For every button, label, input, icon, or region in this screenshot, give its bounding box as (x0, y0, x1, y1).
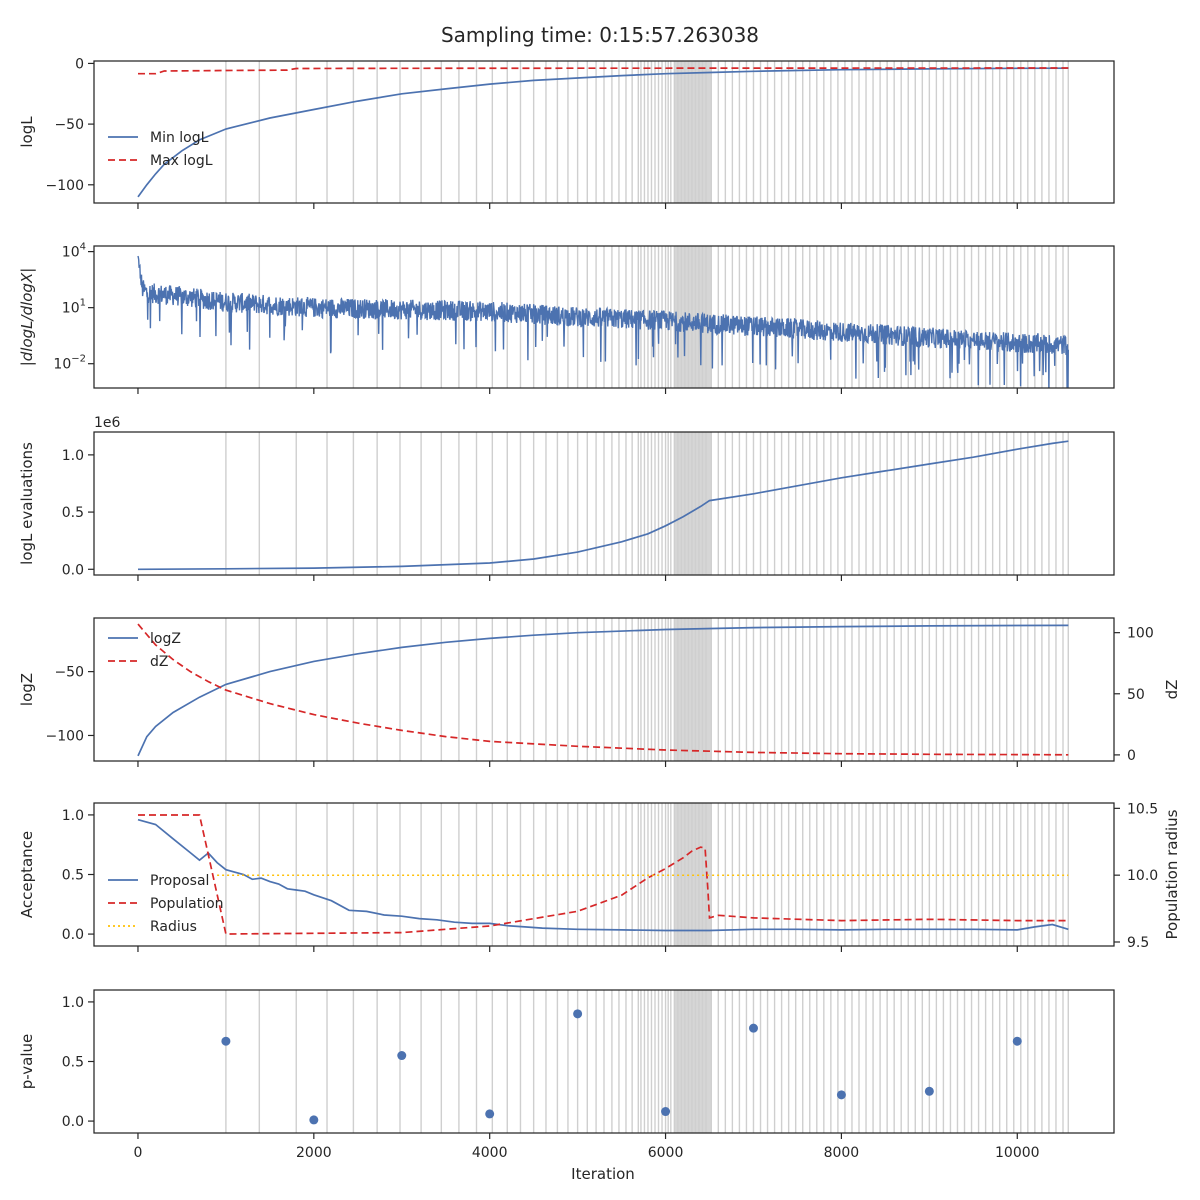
insertion-markers (225, 432, 1069, 575)
x-tick-label: 4000 (472, 1145, 508, 1161)
series-group (137, 814, 1069, 935)
series-group (137, 67, 1069, 198)
x-tick-label: 10000 (995, 1145, 1040, 1161)
insertion-markers (225, 990, 1069, 1133)
series-group (221, 1009, 1022, 1125)
insertion-markers (225, 246, 1069, 388)
series-line-max-logl (138, 67, 1069, 75)
figure-title: Sampling time: 0:15:57.263038 (441, 23, 759, 47)
y-tick-label: 101 (62, 298, 86, 317)
legend-label: Proposal (150, 873, 209, 889)
axes-frame (93, 60, 1115, 204)
y-right-axis-label: Population radius (1163, 809, 1181, 939)
y-right-tick-label: 10.0 (1127, 868, 1158, 884)
series-line-dlogl-dlogx (137, 255, 1070, 388)
y-tick-label: 0.0 (62, 1114, 84, 1130)
axes-frame (93, 617, 1115, 762)
dense-insertion-band (674, 246, 712, 388)
legend-label: Radius (150, 919, 197, 935)
y-right-tick-label: 100 (1127, 626, 1154, 642)
panel-logz: −50 −100 logZ 0 50 100 dZ logZ dZ (18, 617, 1181, 767)
legend-label: logZ (150, 631, 181, 647)
series-line-min-logl (137, 67, 1069, 198)
y-tick-label: 1.0 (62, 995, 84, 1011)
y-tick-label: 0.0 (62, 562, 84, 578)
y-tick-label: 0 (75, 56, 84, 72)
data-point (221, 1036, 231, 1046)
y-tick-label: −50 (54, 665, 84, 681)
y-tick-label: 104 (62, 242, 86, 261)
legend-label: Min logL (150, 130, 209, 146)
x-tick-label: 8000 (824, 1145, 860, 1161)
data-point (748, 1023, 758, 1033)
y-right-axis-label: dZ (1163, 680, 1181, 700)
insertion-markers (225, 618, 1069, 761)
y-tick-label: 0.5 (62, 505, 84, 521)
data-point (573, 1009, 583, 1019)
y-axis-label: logL evaluations (18, 442, 36, 565)
series-line-logz (137, 624, 1069, 757)
y-tick-label: −100 (46, 178, 84, 194)
series-group (137, 255, 1070, 388)
x-axis-label: Iteration (571, 1165, 635, 1183)
y-right-tick-label: 9.5 (1127, 935, 1149, 951)
panel-logl: 0 −50 −100 logL Min logL Max logL (18, 56, 1115, 209)
y-axis-label: p-value (18, 1034, 36, 1090)
series-line-proposal (137, 818, 1069, 932)
series-line-logl-evaluations (137, 440, 1069, 571)
legend-label: Population (150, 896, 224, 912)
dense-insertion-band (674, 618, 712, 761)
data-point (661, 1107, 671, 1117)
data-point (397, 1051, 407, 1061)
data-point (485, 1109, 495, 1119)
y-tick-label: −50 (54, 117, 84, 133)
insertion-markers (225, 61, 1069, 203)
legend-label: dZ (150, 654, 168, 670)
data-point (924, 1086, 934, 1096)
y-tick-label: 0.5 (62, 868, 84, 884)
data-point (309, 1115, 319, 1125)
y-tick-label: −100 (46, 728, 84, 744)
panel-logl-evaluations: 0.0 0.5 1.0 logL evaluations 1e6 (18, 415, 1115, 581)
panel-acceptance: 0.0 0.5 1.0 Acceptance 9.5 10.0 10.5 Population… (18, 801, 1181, 952)
y-tick-label: 1.0 (62, 448, 84, 464)
series-line-dz (137, 623, 1069, 756)
series-group (137, 440, 1069, 571)
legend-label: Max logL (150, 153, 213, 169)
series-line-population (138, 814, 1069, 935)
x-tick-label: 0 (134, 1145, 143, 1161)
axes-frame (93, 245, 1115, 389)
y-tick-label: 0.0 (62, 927, 84, 943)
panel-p-value: 0 2000 4000 6000 8000 10000 0.0 0.5 1.0 p-value (18, 989, 1115, 1161)
x-tick-label: 2000 (296, 1145, 332, 1161)
panels: 0 −50 −100 logL Min logL Max logL 104 101 10−2 |d… (18, 56, 1181, 1161)
y-axis-label: Acceptance (18, 831, 36, 918)
dense-insertion-band (674, 990, 712, 1133)
dense-insertion-band (674, 61, 712, 203)
x-tick-label: 6000 (648, 1145, 684, 1161)
y-offset-label: 1e6 (94, 415, 121, 431)
y-right-tick-label: 10.5 (1127, 801, 1158, 817)
axes-frame (93, 431, 1115, 576)
y-tick-label: 10−2 (53, 354, 86, 373)
y-right-tick-label: 50 (1127, 687, 1145, 703)
y-tick-label: 0.5 (62, 1055, 84, 1071)
data-point (836, 1090, 846, 1100)
y-tick-label: 1.0 (62, 808, 84, 824)
y-right-tick-label: 0 (1127, 748, 1136, 764)
panel-dlogl-dlogx: 104 101 10−2 |dlogL/dlogX| (18, 242, 1115, 394)
data-point (1012, 1036, 1022, 1046)
series-group (137, 623, 1069, 757)
y-axis-label: logZ (18, 673, 36, 706)
y-axis-label: |dlogL/dlogX| (18, 268, 36, 367)
y-axis-label: logL (18, 116, 36, 148)
